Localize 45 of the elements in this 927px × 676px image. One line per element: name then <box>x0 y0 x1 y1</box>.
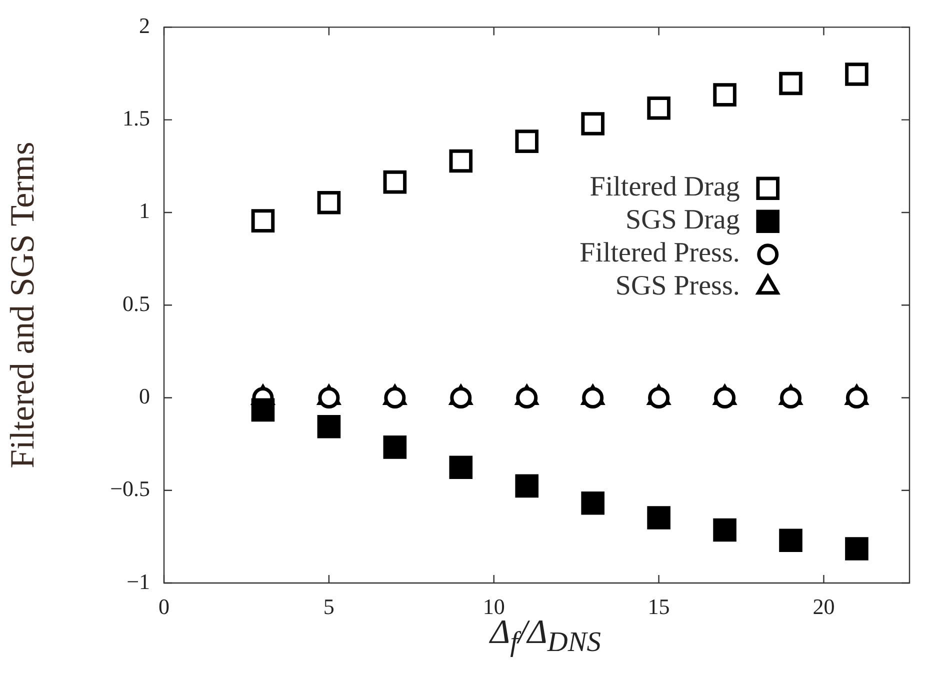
point <box>779 528 802 552</box>
point <box>713 83 736 106</box>
x-tick-label: 20 <box>812 594 835 619</box>
y-tick-label: 0 <box>139 384 150 409</box>
point <box>516 386 538 408</box>
point <box>582 386 604 408</box>
y-tick-label: −1 <box>126 568 150 594</box>
point <box>449 456 473 480</box>
point <box>383 436 407 459</box>
point <box>713 518 736 542</box>
y-tick-label: 1.5 <box>122 106 150 131</box>
point <box>515 474 539 498</box>
point <box>383 170 407 194</box>
y-tick-label: 0.5 <box>122 290 150 316</box>
point <box>779 72 802 96</box>
legend-label: Filtered Drag <box>590 172 740 203</box>
y-tick-label: 1 <box>139 198 150 224</box>
legend-label: SGS Press. <box>615 270 740 302</box>
point <box>647 96 670 120</box>
point <box>648 386 670 408</box>
point <box>647 506 670 530</box>
point <box>515 130 539 153</box>
point <box>846 386 868 408</box>
point <box>449 149 473 173</box>
point <box>780 386 802 408</box>
legend-label: SGS Drag <box>626 204 740 236</box>
y-axis-title: Filtered and SGS Terms <box>4 142 42 468</box>
point <box>317 414 341 438</box>
point <box>251 398 275 422</box>
point <box>251 209 275 232</box>
point <box>714 386 736 408</box>
y-tick-label: 2 <box>139 12 150 38</box>
point <box>317 191 341 214</box>
x-tick-label: 5 <box>323 594 334 619</box>
x-tick-label: 0 <box>158 594 170 619</box>
legend-label: Filtered Press. <box>580 238 740 269</box>
point <box>450 386 472 408</box>
point <box>845 537 868 560</box>
point <box>581 112 604 136</box>
point <box>384 386 406 408</box>
point <box>318 386 340 408</box>
y-tick-label: −0.5 <box>110 476 150 502</box>
point <box>581 492 604 515</box>
x-tick-label: 15 <box>648 594 670 619</box>
point <box>845 62 868 86</box>
